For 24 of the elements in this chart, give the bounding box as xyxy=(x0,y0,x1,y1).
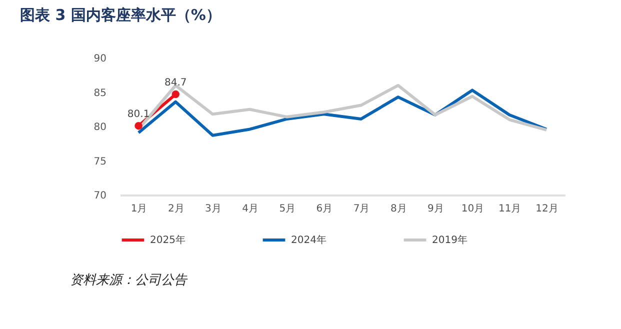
x-tick-label: 12月 xyxy=(536,204,558,214)
x-tick-label: 3月 xyxy=(205,204,222,214)
data-label: 84.7 xyxy=(164,77,187,88)
x-tick-label: 4月 xyxy=(242,204,258,214)
legend-label: 2019年 xyxy=(432,234,468,246)
text: 资料来源：公司公告 xyxy=(70,273,188,288)
x-tick-label: 8月 xyxy=(390,204,407,214)
legend-label: 2025年 xyxy=(150,234,186,246)
x-tick-label: 5月 xyxy=(279,204,296,214)
x-tick-label: 11月 xyxy=(498,204,522,214)
chart-title: 图表 3 国内客座率水平（%） xyxy=(20,6,221,24)
y-tick-label: 80 xyxy=(94,122,106,133)
x-tick-label: 1月 xyxy=(130,204,148,214)
y-tick-label: 75 xyxy=(94,156,106,168)
legend-label: 2024年 xyxy=(291,234,326,246)
x-tick-label: 10月 xyxy=(461,204,484,214)
x-tick-label: 2月 xyxy=(168,204,184,214)
y-tick-label: 70 xyxy=(94,190,106,202)
x-tick-label: 7月 xyxy=(353,204,370,214)
x-tick-label: 6月 xyxy=(316,204,333,214)
y-tick-label: 90 xyxy=(94,54,106,64)
x-tick-label: 9月 xyxy=(428,204,444,214)
data-label: 80.1 xyxy=(127,108,150,120)
y-tick-label: 85 xyxy=(94,88,106,99)
